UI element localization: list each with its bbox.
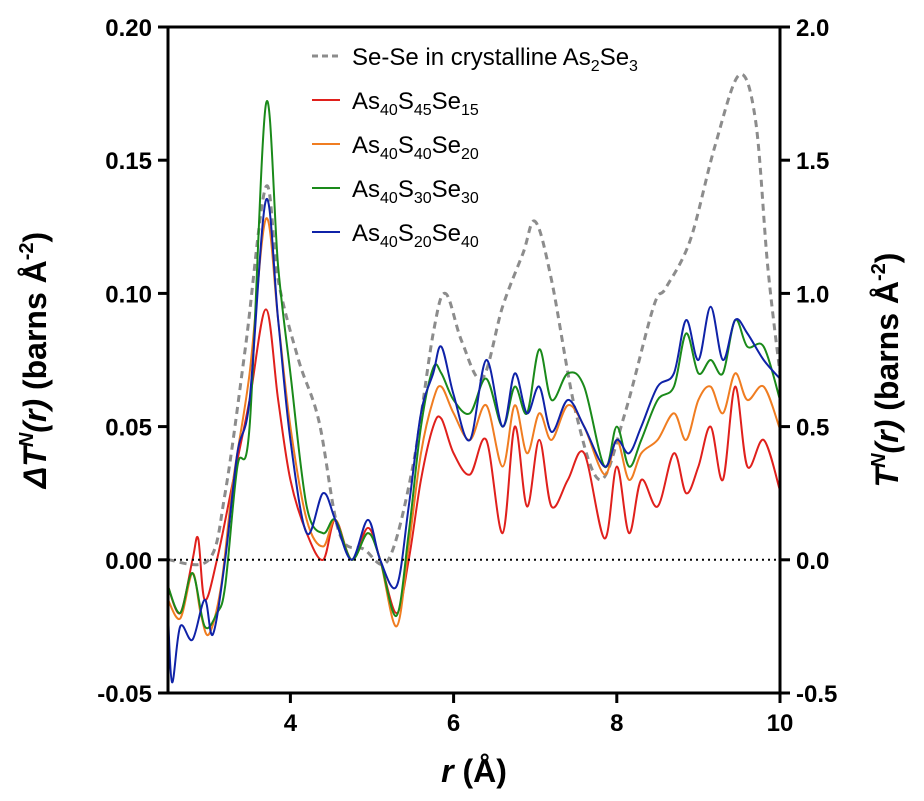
y-right-tick-label: -0.5 (796, 681, 837, 708)
legend-label: As40S20Se40 (352, 220, 479, 251)
y-right-tick-label: 1.0 (796, 281, 829, 308)
plot-frame (166, 25, 782, 695)
legend-label: As40S45Se15 (352, 88, 479, 119)
x-tick-label: 6 (447, 710, 460, 737)
series-line-3 (167, 217, 781, 637)
y-right-tick-label: 0.5 (796, 415, 829, 442)
series-line-1 (167, 72, 782, 567)
y-right-tick-label: 0.0 (796, 548, 829, 575)
legend-label: Se-Se in crystalline As2Se3 (352, 44, 638, 75)
svg-text:ΔTN(r) (barns Å-2): ΔTN(r) (barns Å-2) (16, 232, 53, 489)
series-line-2 (167, 308, 781, 615)
y-left-tick-label: 0.00 (105, 548, 152, 575)
axis-titles: r (Å) ΔTN(r) (barns Å-2) TN(r) (barns Å-2) (16, 232, 905, 789)
y-left-tick-label: 0.20 (105, 15, 152, 42)
ticks-layer: 4 6 8 10 -0.05 0.00 0.05 0.10 0.15 0.20 -0.5 0.0 0.5… (97, 15, 837, 737)
y-right-tick-label: 1.5 (796, 148, 829, 175)
legend-label: As40S40Se20 (352, 132, 479, 163)
y-right-axis-title: TN(r) (barns Å-2) (868, 253, 905, 488)
x-tick-label: 10 (767, 710, 794, 737)
y-right-tick-label: 2.0 (796, 15, 829, 42)
x-axis-title: r (Å) (441, 753, 507, 789)
legend-label: As40S30Se30 (352, 176, 479, 207)
y-left-tick-label: 0.15 (105, 148, 152, 175)
svg-text:TN(r) (barns Å-2): TN(r) (barns Å-2) (868, 253, 905, 488)
legend: Se-Se in crystalline As2Se3 As40S45Se15 As… (312, 44, 638, 251)
series-line-4 (167, 100, 781, 630)
x-tick-label: 4 (284, 710, 298, 737)
series-line-5 (167, 197, 781, 684)
y-left-tick-label: -0.05 (97, 681, 152, 708)
y-left-axis-title: ΔTN(r) (barns Å-2) (16, 232, 53, 489)
y-left-tick-label: 0.10 (105, 281, 152, 308)
series-layer (167, 72, 782, 684)
x-tick-label: 8 (610, 710, 623, 737)
y-left-tick-label: 0.05 (105, 415, 152, 442)
